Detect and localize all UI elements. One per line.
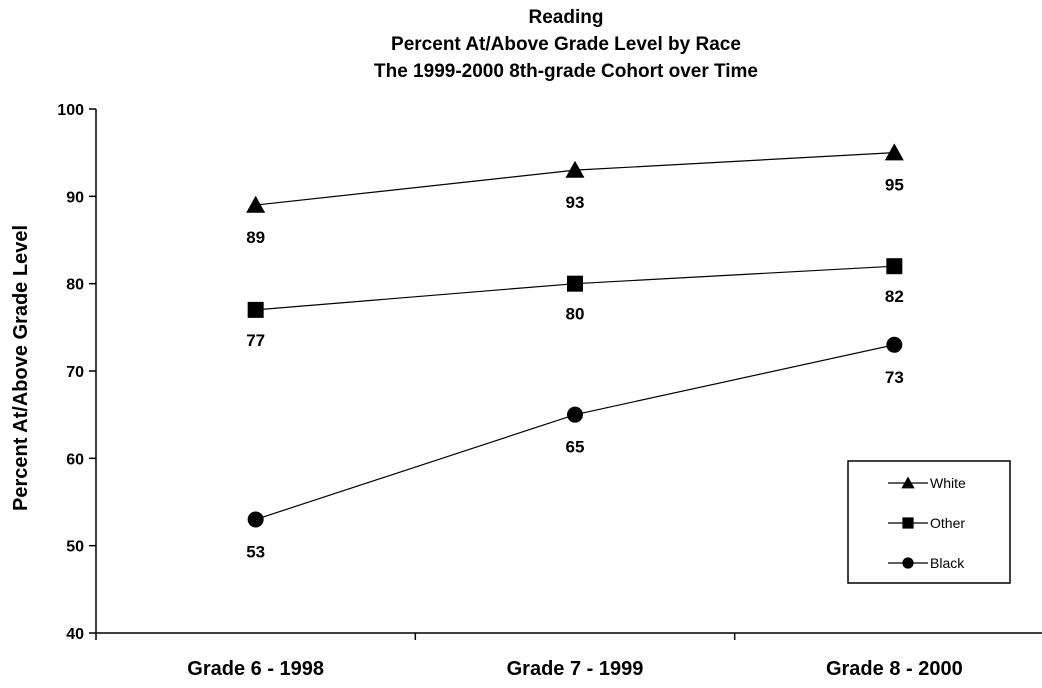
y-tick-label: 60 (66, 451, 84, 468)
data-label-white: 93 (566, 193, 585, 212)
data-point-other (248, 302, 264, 318)
legend-label-other: Other (930, 515, 965, 531)
series-line-black (256, 345, 895, 520)
legend-box (848, 461, 1010, 583)
y-tick-label: 50 (66, 539, 84, 556)
chart-title-line-1: Reading (529, 7, 604, 28)
data-point-black (248, 511, 264, 527)
series-white: 89 93 95 (246, 143, 904, 247)
legend-marker-other (902, 517, 913, 528)
data-point-other (567, 276, 583, 292)
series-other: 77 80 82 (246, 258, 904, 350)
data-label-black: 53 (246, 542, 265, 561)
chart-title: Reading Percent At/Above Grade Level by … (374, 7, 758, 82)
x-category-label: Grade 8 - 2000 (826, 658, 963, 680)
series-layer: 89 93 95 77 80 82 53 65 73 (246, 143, 904, 561)
y-tick-label: 90 (66, 189, 84, 206)
data-label-black: 73 (885, 368, 904, 387)
x-axis-ticks: Grade 6 - 1998 Grade 7 - 1999 Grade 8 - 20… (96, 633, 1042, 680)
data-label-black: 65 (566, 438, 585, 457)
y-tick-label: 70 (66, 364, 84, 381)
data-point-black (886, 337, 902, 353)
chart-title-line-3: The 1999-2000 8th-grade Cohort over Time (374, 61, 758, 82)
legend-label-white: White (930, 475, 966, 491)
legend-label-black: Black (930, 555, 965, 571)
data-label-other: 77 (246, 331, 265, 350)
data-point-other (886, 258, 902, 274)
legend-marker-black (902, 557, 913, 568)
y-tick-label: 100 (57, 102, 84, 119)
x-category-label: Grade 6 - 1998 (187, 658, 324, 680)
y-tick-label: 40 (66, 626, 84, 643)
data-label-white: 95 (885, 176, 904, 195)
series-black: 53 65 73 (246, 337, 904, 562)
data-label-other: 80 (566, 305, 585, 324)
x-category-label: Grade 7 - 1999 (507, 658, 644, 680)
y-axis-ticks: 40 50 60 70 80 90 100 (57, 102, 96, 643)
y-axis-label: Percent At/Above Grade Level (10, 225, 32, 511)
data-label-other: 82 (885, 287, 904, 306)
data-point-black (567, 407, 583, 423)
y-tick-label: 80 (66, 277, 84, 294)
legend: White Other Black (848, 461, 1010, 583)
chart-title-line-2: Percent At/Above Grade Level by Race (391, 34, 741, 55)
data-label-white: 89 (246, 228, 265, 247)
data-point-white (885, 143, 904, 160)
